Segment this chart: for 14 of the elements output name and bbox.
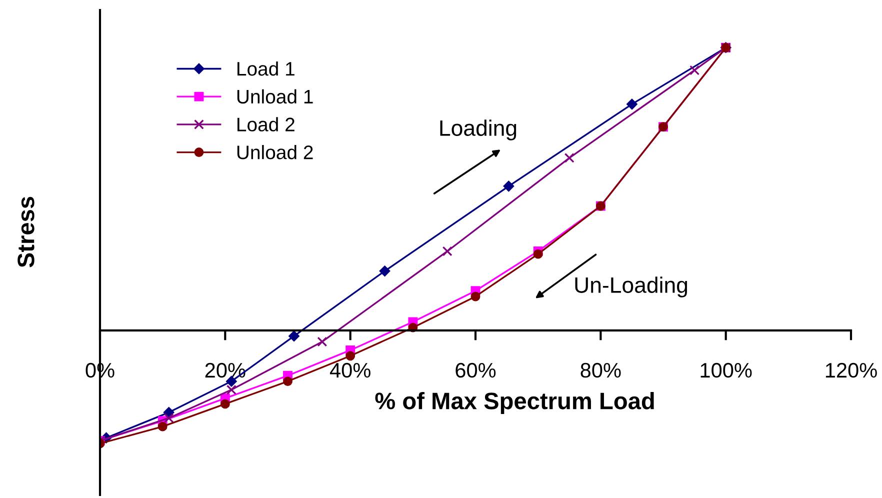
x-tick-label: 120% bbox=[826, 362, 877, 378]
x-tick-label: 100% bbox=[700, 362, 752, 378]
annotation: Un-Loading bbox=[575, 276, 688, 298]
x-axis-title: % of Max Spectrum Load bbox=[375, 392, 654, 414]
legend-label: Unload 1 bbox=[237, 89, 313, 104]
x-tick-label: 80% bbox=[580, 362, 621, 378]
legend-label: Unload 2 bbox=[237, 144, 313, 160]
x-tick-label: 20% bbox=[205, 362, 246, 378]
legend-label: Load 2 bbox=[238, 117, 294, 132]
y-axis-title: Stress bbox=[18, 196, 34, 268]
x-tick-label: 60% bbox=[456, 362, 496, 378]
legend-label: Load 1 bbox=[238, 61, 294, 76]
x-tick-label: 40% bbox=[330, 362, 370, 378]
annotation: Loading bbox=[440, 120, 516, 140]
